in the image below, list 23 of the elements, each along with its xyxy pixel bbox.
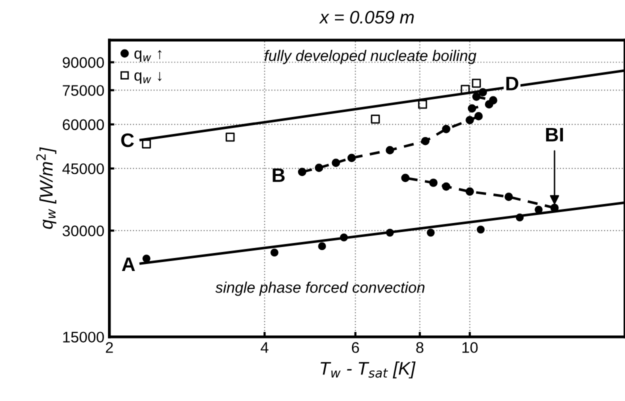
y-axis-title: q$_{w}$ [W/m$^{2}$] — [36, 147, 56, 229]
y-tick-label: 30000 — [62, 225, 104, 236]
annotation: BI — [546, 128, 563, 142]
y-tick-label: 15000 — [63, 332, 104, 343]
chart-title: x = 0.059 m — [319, 10, 414, 24]
y-tick-label: 90000 — [62, 57, 104, 68]
x-tick-label: 10 — [462, 342, 478, 353]
x-tick-label: 6 — [352, 342, 359, 353]
x-axis-title: T$_{w}$ - T$_{sat}$ [K] — [320, 362, 416, 378]
annotation: single phase forced convection — [215, 282, 424, 296]
y-tick-label: 60000 — [62, 119, 104, 130]
y-tick-label: 75000 — [62, 85, 104, 96]
annotation: D — [506, 76, 518, 90]
x-tick-label: 2 — [106, 342, 113, 353]
legend-label: q$_{w}$ ↓ — [134, 72, 162, 84]
annotation: B — [272, 168, 285, 182]
x-tick-label: 8 — [416, 342, 424, 353]
y-tick-label: 45000 — [62, 163, 104, 174]
x-tick-label: 4 — [260, 342, 268, 353]
legend-label: q$_{w}$ ↑ — [134, 50, 162, 62]
annotation: A — [122, 258, 135, 271]
annotation: C — [121, 133, 134, 148]
annotation: fully developed nucleate boiling — [264, 50, 476, 64]
